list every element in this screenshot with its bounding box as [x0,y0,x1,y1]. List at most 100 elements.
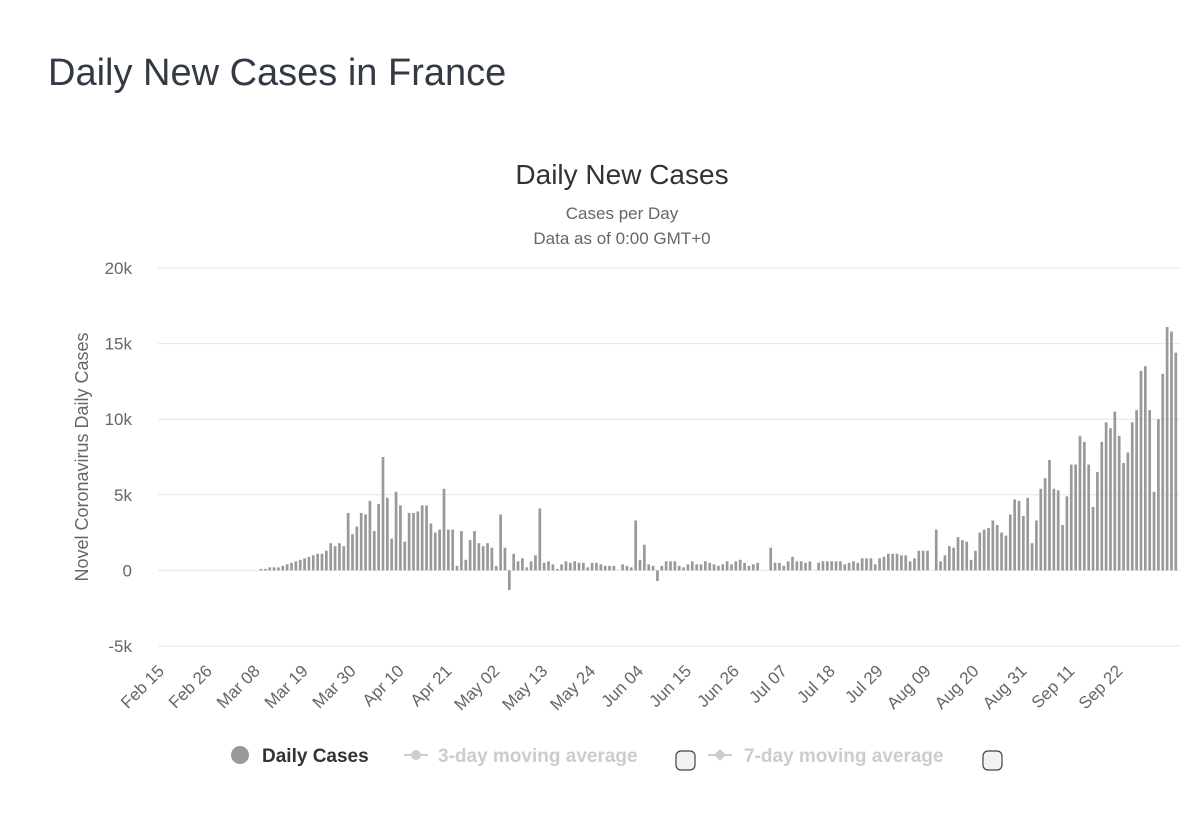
bar[interactable] [978,532,982,571]
bar[interactable] [987,528,990,571]
bar[interactable] [1013,499,1016,571]
bar[interactable] [412,512,415,571]
bar[interactable] [852,561,855,571]
bar[interactable] [651,565,655,571]
bar[interactable] [756,562,759,571]
bar[interactable] [743,562,746,571]
bar[interactable] [991,520,995,571]
bar[interactable] [708,562,712,571]
bar[interactable] [690,561,694,571]
bar[interactable] [259,568,263,571]
bar[interactable] [1087,464,1091,571]
bar[interactable] [1157,419,1160,571]
bar[interactable] [982,529,986,571]
bar[interactable] [638,559,642,571]
bar[interactable] [730,564,733,571]
bar[interactable] [995,525,999,571]
bar[interactable] [1056,490,1060,571]
bar[interactable] [416,511,420,571]
bar[interactable] [364,514,367,571]
bar[interactable] [568,562,572,571]
bar[interactable] [547,561,550,571]
bar[interactable] [294,561,298,571]
bar[interactable] [538,508,542,571]
bar[interactable] [825,561,829,571]
bar[interactable] [682,567,685,571]
bar[interactable] [821,561,825,571]
bar[interactable] [525,567,529,571]
bar[interactable] [512,553,516,571]
bar[interactable] [460,531,463,571]
bar[interactable] [926,550,929,571]
bar[interactable] [1091,506,1095,571]
bar[interactable] [285,564,289,571]
bar[interactable] [830,561,834,571]
bar[interactable] [1043,478,1047,571]
bar[interactable] [873,564,877,571]
bar[interactable] [895,553,899,571]
bar[interactable] [1004,535,1008,571]
bar[interactable] [664,561,668,571]
bar[interactable] [1135,410,1138,571]
bar[interactable] [882,556,886,571]
bar[interactable] [900,555,903,571]
bar[interactable] [891,553,895,571]
bar[interactable] [1100,441,1104,571]
bar[interactable] [969,559,973,571]
bar[interactable] [1061,525,1064,571]
bar[interactable] [943,555,947,571]
bar[interactable] [786,561,790,571]
legend-item-7day-average[interactable]: 7-day moving average [708,746,944,767]
bar[interactable] [420,505,424,571]
bar[interactable] [1026,497,1030,571]
toggle-3day-checkbox[interactable] [675,750,696,771]
bar[interactable] [582,562,585,571]
bar[interactable] [1048,460,1051,571]
bar[interactable] [913,558,916,571]
bar[interactable] [433,532,437,571]
bar[interactable] [974,550,977,571]
bar[interactable] [499,514,502,571]
toggle-7day-checkbox[interactable] [982,750,1003,771]
bar[interactable] [782,565,786,571]
bar[interactable] [699,564,703,571]
bar[interactable] [534,555,537,571]
bar[interactable] [490,547,494,571]
bar[interactable] [564,561,568,571]
bar[interactable] [1165,326,1169,571]
bar[interactable] [725,561,729,571]
bar[interactable] [886,553,890,571]
bar[interactable] [595,562,598,571]
bar[interactable] [521,558,524,571]
bar[interactable] [934,529,938,571]
bar[interactable] [1096,472,1099,571]
bar[interactable] [486,543,489,571]
bar[interactable] [634,520,637,571]
bar[interactable] [1074,464,1077,571]
bar[interactable] [399,505,402,571]
bar[interactable] [669,561,672,571]
bar[interactable] [843,564,847,571]
bar[interactable] [751,564,755,571]
bar[interactable] [612,565,616,571]
bar[interactable] [329,543,333,571]
bar[interactable] [686,564,690,571]
bar[interactable] [860,558,864,571]
bar[interactable] [316,553,319,571]
bar[interactable] [346,512,350,571]
bar[interactable] [1000,532,1003,571]
bar[interactable] [307,556,311,571]
bar[interactable] [272,567,276,571]
bar[interactable] [368,500,372,571]
bar[interactable] [695,564,698,571]
bar[interactable] [952,547,955,571]
bar[interactable] [298,559,302,571]
bar[interactable] [429,523,433,571]
bar[interactable] [1035,520,1038,571]
bar[interactable] [451,529,455,571]
bar[interactable] [939,561,942,571]
bar[interactable] [481,546,485,571]
bar[interactable] [621,564,624,571]
bar[interactable] [956,537,960,571]
bar[interactable] [281,565,285,571]
